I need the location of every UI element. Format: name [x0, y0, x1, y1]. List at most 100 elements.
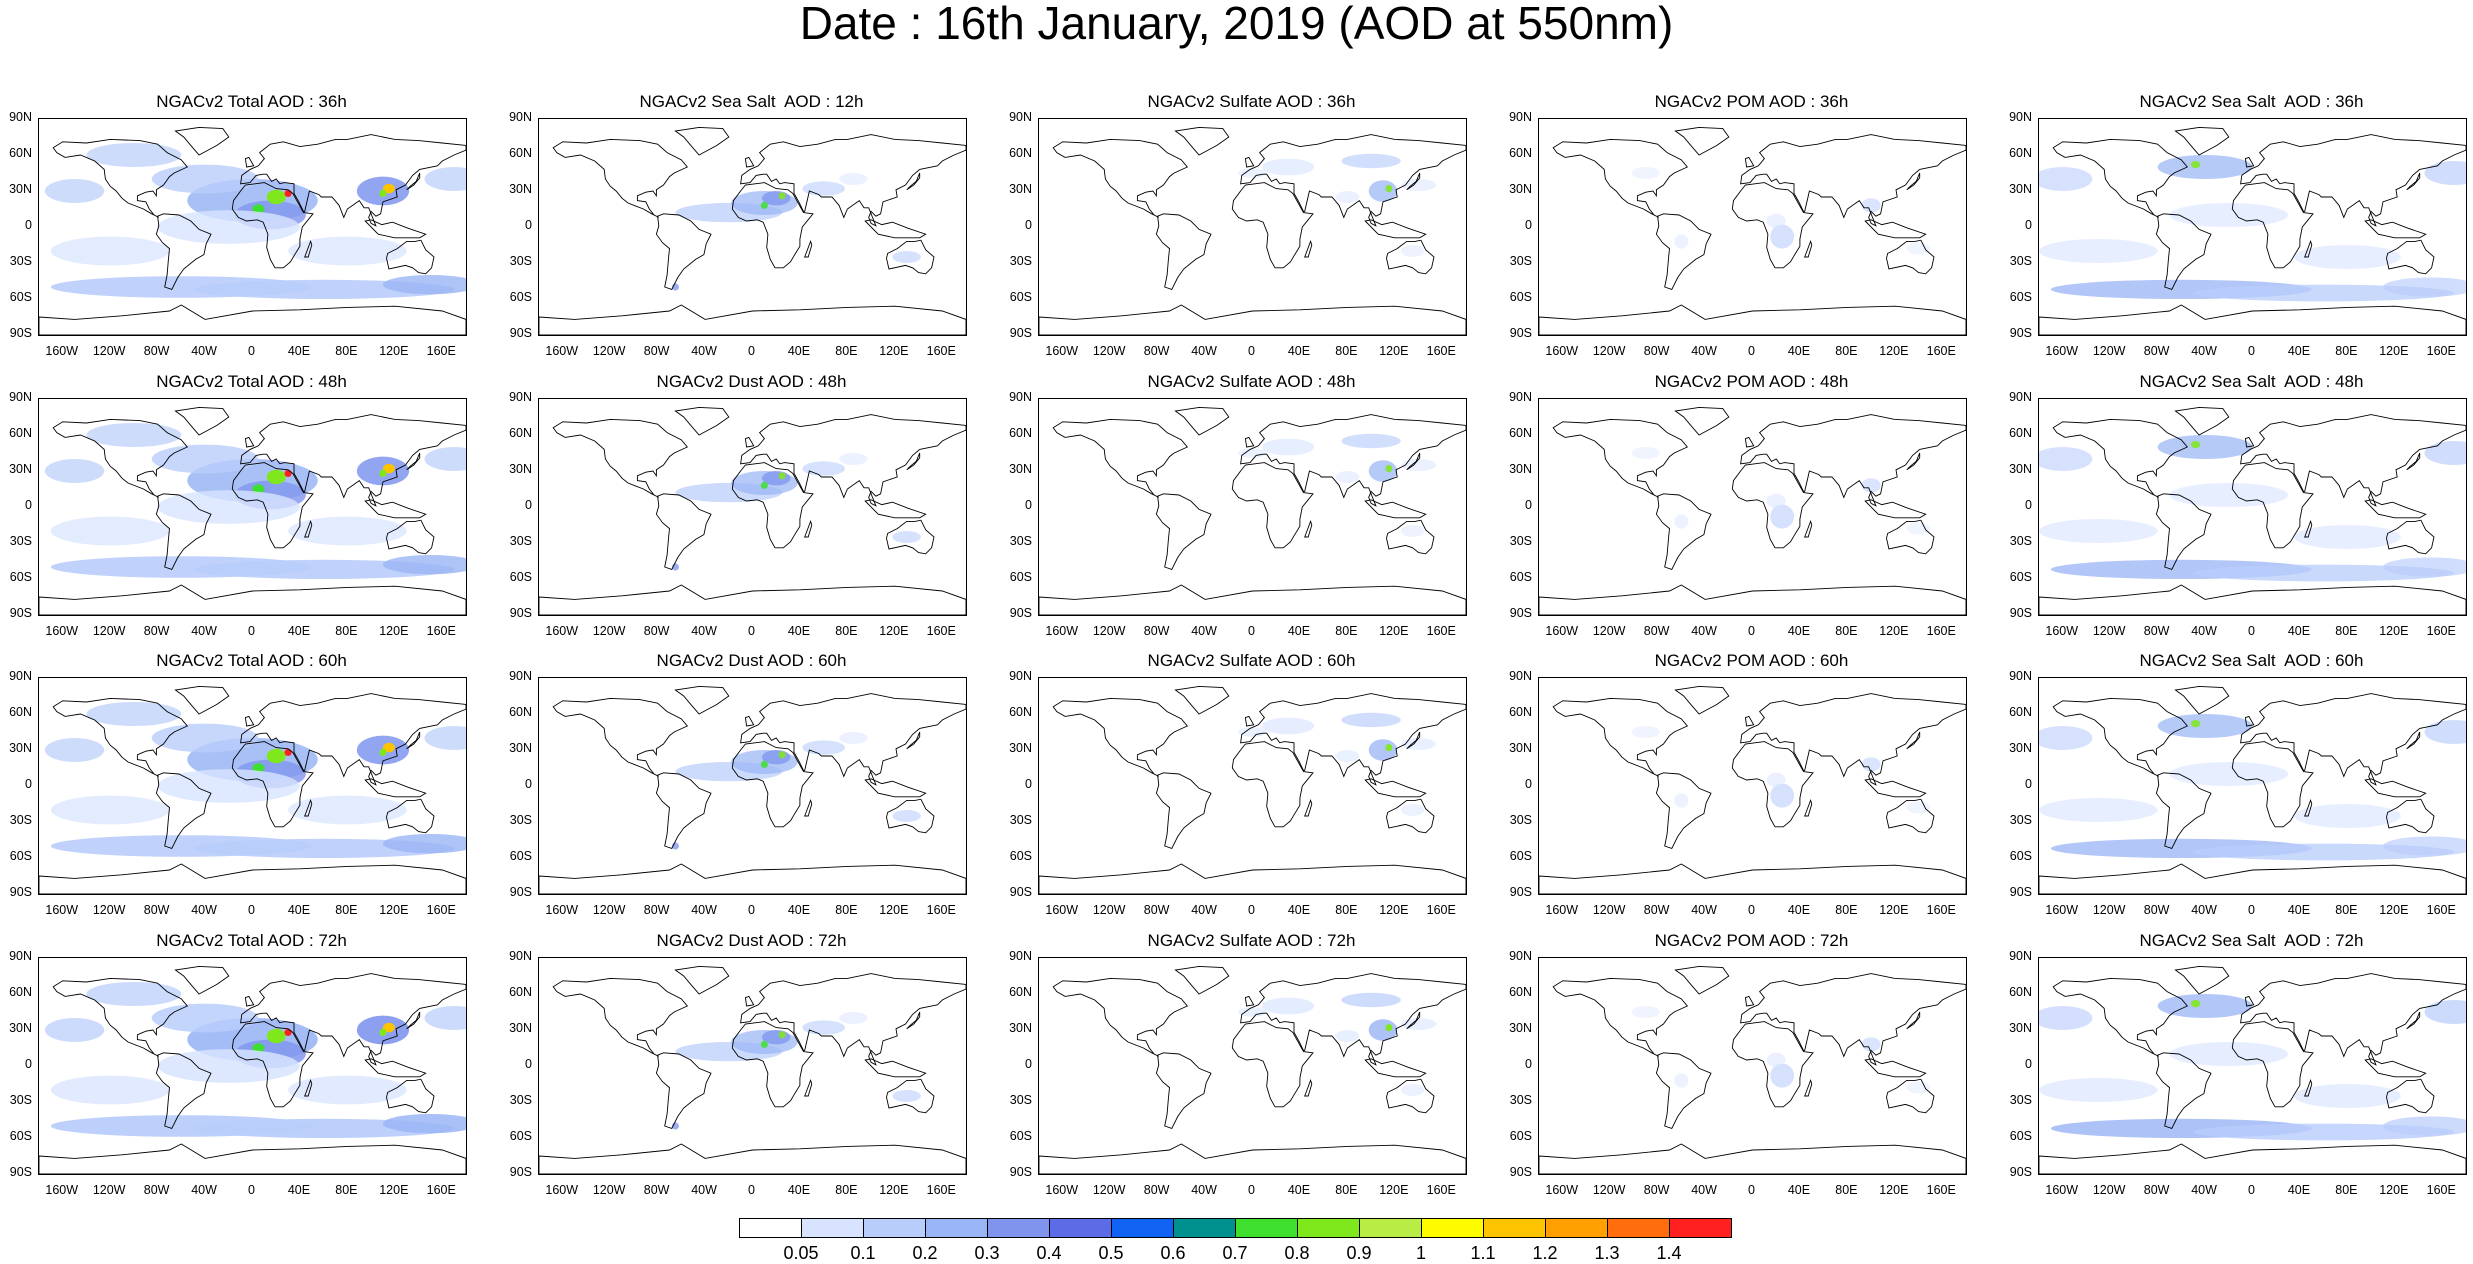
coastline [1364, 219, 1427, 239]
aod-field-patch [1674, 793, 1689, 808]
aod-field-patch [2382, 1116, 2466, 1136]
lon-tick-label: 120E [1379, 903, 1409, 917]
colorbar-label: 0.9 [1346, 1243, 1372, 1263]
coastline [740, 414, 966, 507]
aod-field-patch [382, 1114, 466, 1134]
aod-field-patch [1400, 525, 1425, 537]
coastline [2240, 693, 2466, 786]
aod-field-patch [266, 189, 286, 205]
coastline [1674, 965, 1730, 995]
aod-field-patch [1385, 465, 1393, 473]
lon-tick-label: 40W [1191, 903, 1217, 917]
coastline [1244, 995, 1255, 1007]
lon-tick-label: 40E [1787, 624, 1811, 638]
coastline [1740, 973, 1966, 1066]
coastline [1552, 418, 1689, 498]
aod-field-patch [157, 210, 300, 244]
lon-tick-label: 160E [926, 624, 956, 638]
aod-field-patch [1674, 1073, 1689, 1088]
coastline [744, 156, 755, 168]
coastline [731, 741, 814, 828]
coastline [2155, 213, 2212, 290]
colorbar-swatch [1545, 1218, 1608, 1238]
coastline [804, 520, 813, 538]
coastline [1740, 414, 1966, 507]
coastline [744, 995, 755, 1007]
lon-tick-label: 120E [379, 1183, 409, 1197]
map-svg [39, 685, 466, 894]
coastline [539, 863, 966, 894]
colorbar-swatch [1111, 1218, 1174, 1238]
coastline [1244, 436, 1255, 448]
coastline [552, 418, 689, 498]
aod-field-patch [1400, 459, 1437, 471]
lon-tick-label: 0 [748, 344, 755, 358]
lon-tick-label: 160E [1926, 344, 1956, 358]
map-svg [2039, 965, 2466, 1174]
lat-tick-label: 90S [2009, 326, 2032, 340]
lon-tick-label: 0 [748, 903, 755, 917]
lon-tick-label: 160E [2426, 344, 2456, 358]
aod-field-patch [1400, 179, 1437, 191]
lon-tick-label: 160W [545, 624, 579, 638]
aod-field-patch [379, 1028, 387, 1036]
lat-tick-label: 30S [509, 534, 532, 548]
lon-tick-label: 40E [287, 624, 311, 638]
lon-tick-label: 120W [92, 903, 126, 917]
coastline [2386, 1078, 2435, 1114]
coastline [406, 172, 421, 191]
coastline [1304, 1079, 1313, 1097]
aod-field-patch [252, 1043, 265, 1053]
coastline [539, 584, 966, 615]
lon-tick-label: 80E [1835, 624, 1858, 638]
lat-tick-label: 90S [9, 606, 32, 620]
lon-tick-label: 80W [1643, 344, 1670, 358]
lon-tick-label: 40W [1691, 344, 1717, 358]
coastline [804, 240, 813, 258]
coastline [2406, 731, 2421, 750]
aod-field-patch [1766, 772, 1786, 788]
coastline [1155, 213, 1212, 290]
coastline [406, 1011, 421, 1030]
lon-tick-label: 40E [2287, 624, 2311, 638]
coastline [2240, 134, 2466, 227]
colorbar-label: 0.3 [974, 1243, 1000, 1263]
coastline [244, 715, 255, 727]
lon-tick-label: 80E [335, 1183, 358, 1197]
aod-field-patch [2039, 1078, 2158, 1102]
coastline [386, 239, 435, 275]
aod-field-patch [1385, 1024, 1393, 1032]
lon-tick-label: 40W [1191, 624, 1217, 638]
aod-field-patch [2382, 836, 2466, 856]
colorbar-swatch [1483, 1218, 1546, 1238]
coastline [1864, 778, 1927, 798]
aod-field-patch [1335, 471, 1360, 483]
lon-tick-label: 40W [1191, 344, 1217, 358]
panel-title: NGACv2 Sulfate AOD : 72h [1147, 931, 1356, 950]
aod-field-patch [892, 531, 921, 543]
aod-field-patch [2157, 994, 2253, 1018]
coastline [1406, 731, 1421, 750]
coastline [1174, 126, 1230, 156]
map-plot-area [1038, 957, 1467, 1175]
aod-field-patch [1770, 224, 1795, 249]
lat-tick-label: 60S [2009, 290, 2032, 304]
coastline [2240, 973, 2466, 1066]
coastline [2240, 414, 2466, 507]
lon-tick-label: 160W [2045, 624, 2079, 638]
lon-tick-label: 0 [248, 624, 255, 638]
lon-tick-label: 120W [1092, 344, 1126, 358]
coastline [2039, 304, 2466, 335]
map-svg [539, 126, 966, 335]
aod-field-patch [1341, 992, 1401, 1008]
coastline [1864, 1058, 1927, 1078]
coastline [364, 219, 427, 239]
lon-tick-label: 40W [191, 344, 217, 358]
coastline [1740, 134, 1966, 227]
lat-tick-label: 90N [2009, 390, 2032, 404]
lat-tick-label: 60S [1009, 290, 1032, 304]
coastline [1244, 156, 1255, 168]
aod-field-patch [892, 1090, 921, 1102]
lon-tick-label: 0 [748, 624, 755, 638]
coastline [1406, 172, 1421, 191]
